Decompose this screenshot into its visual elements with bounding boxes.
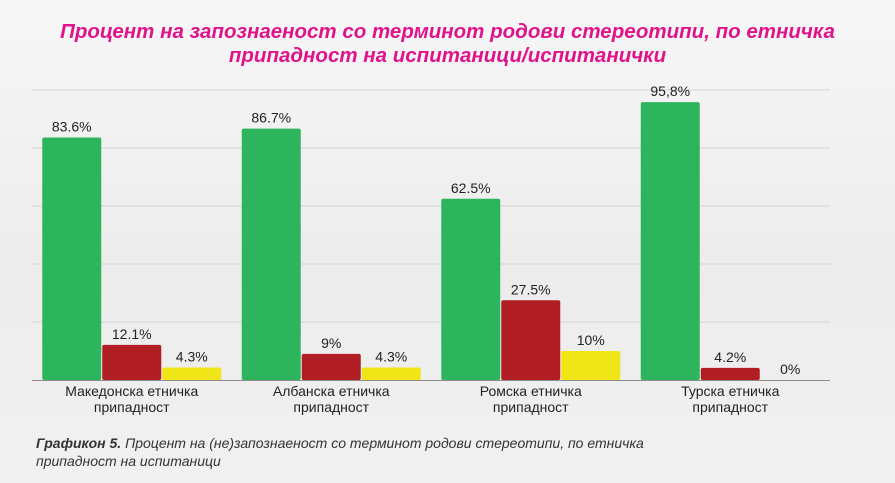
- bar: [162, 367, 222, 380]
- category-label: Албанска етничка: [273, 383, 390, 399]
- bar: [42, 137, 102, 380]
- category-label: Македонска етничка: [65, 383, 198, 399]
- data-label: 86.7%: [251, 110, 291, 126]
- category-label: Турска етничка: [681, 383, 780, 399]
- data-label: 62.5%: [451, 180, 491, 196]
- category-label: Ромска етничка: [480, 383, 582, 399]
- caption-text-line-1: Процент на (не)запознаеност со терминот …: [121, 435, 644, 451]
- data-label: 4.3%: [176, 349, 208, 365]
- data-label: 9%: [321, 335, 341, 351]
- caption-text-line-2: припадност на испитаници: [36, 453, 221, 469]
- bar: [361, 367, 421, 380]
- data-label: 12.1%: [112, 326, 152, 342]
- chart-title: Процент на запознаеност со терминот родо…: [0, 20, 895, 68]
- data-label: 4.2%: [714, 349, 746, 365]
- data-label: 0%: [780, 361, 800, 377]
- data-label: 4.3%: [375, 349, 407, 365]
- bar: [441, 198, 501, 380]
- category-label: припадност: [293, 399, 369, 415]
- data-label: 27.5%: [511, 281, 551, 297]
- caption-figure-number: Графикон 5.: [36, 435, 122, 451]
- bar: [301, 353, 361, 380]
- bar: [640, 102, 700, 381]
- bar: [241, 128, 301, 380]
- bar: [700, 367, 760, 380]
- category-label: припадност: [94, 399, 170, 415]
- category-label: припадност: [692, 399, 768, 415]
- bar: [561, 351, 621, 380]
- figure-caption: Графикон 5. Процент на (не)запознаеност …: [36, 434, 876, 470]
- category-label: припадност: [493, 399, 569, 415]
- bar: [102, 344, 162, 380]
- data-label: 10%: [577, 332, 605, 348]
- data-label: 83.6%: [52, 119, 92, 135]
- chart-title-line-1: Процент на запознаеност со терминот родо…: [60, 20, 835, 43]
- chart-title-line-2: припадност на испитаници/испитанички: [228, 44, 667, 67]
- bar: [501, 300, 561, 380]
- data-label: 95,8%: [650, 83, 690, 99]
